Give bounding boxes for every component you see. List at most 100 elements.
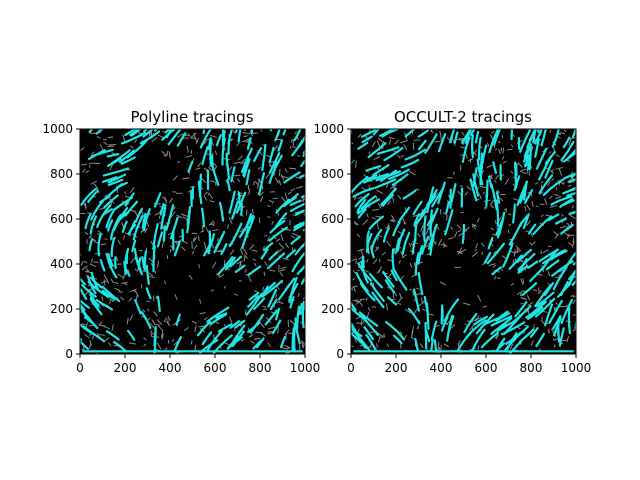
underlay-mark [372, 208, 380, 211]
tracing-polyline [202, 129, 206, 135]
underlay-mark [501, 268, 503, 272]
underlay-mark [439, 345, 442, 352]
underlay-mark [555, 166, 563, 170]
tracing-polyline [381, 193, 394, 207]
tracing-polyline [240, 147, 253, 174]
underlay-mark [215, 150, 217, 155]
underlay-mark [474, 249, 478, 252]
tracing-polyline [105, 253, 118, 279]
underlay-mark [186, 145, 189, 153]
underlay-mark [157, 325, 164, 332]
tracing-polyline [532, 130, 537, 144]
underlay-mark [128, 342, 137, 345]
underlay-mark [284, 345, 291, 348]
tracing-polyline [388, 168, 410, 180]
tracing-polyline [449, 129, 456, 144]
underlay-mark [566, 223, 570, 225]
underlay-mark [181, 246, 186, 251]
underlay-mark [174, 294, 178, 300]
tracing-polyline [167, 129, 182, 146]
underlay-mark [563, 231, 570, 237]
underlay-mark [520, 278, 524, 285]
underlay-mark [85, 170, 90, 173]
tracing-polyline [285, 249, 296, 259]
tracing-polyline [160, 209, 166, 230]
underlay-mark [386, 303, 388, 311]
underlay-mark [89, 236, 96, 241]
tracing-polyline [141, 212, 147, 230]
tracing-polyline [105, 330, 120, 341]
underlay-mark [439, 281, 446, 286]
underlay-mark [141, 269, 147, 272]
tracing-polyline [299, 174, 305, 179]
tracing-polyline [363, 326, 374, 341]
underlay-mark [572, 237, 575, 243]
underlay-mark [88, 234, 92, 239]
underlay-mark [216, 249, 222, 253]
tracing-polyline [235, 191, 247, 214]
underlay-mark [203, 241, 207, 249]
underlay-mark [273, 169, 276, 176]
tracing-polyline [300, 194, 305, 199]
underlay-mark [208, 167, 213, 172]
tracing-polyline [562, 136, 571, 149]
underlay-mark [267, 216, 271, 218]
underlay-mark [292, 214, 297, 217]
tracing-polyline [540, 129, 547, 147]
underlay-mark [419, 343, 424, 348]
tracing-polyline [300, 158, 305, 168]
tracing-polyline [156, 231, 164, 248]
underlay-mark [409, 288, 413, 291]
tracing-polyline [379, 169, 397, 182]
underlay-mark [479, 145, 483, 149]
underlay-mark [99, 334, 105, 336]
tracing-polyline [544, 159, 554, 179]
tracing-polyline [426, 196, 434, 209]
underlay-mark [527, 295, 531, 301]
underlay-mark [247, 274, 252, 282]
underlay-mark [91, 258, 93, 263]
tracing-polyline [215, 134, 222, 147]
tracing-polyline [293, 129, 302, 142]
underlay-mark [482, 305, 487, 308]
tracing-polyline [126, 139, 148, 159]
tracing-polyline [203, 244, 211, 257]
underlay-mark [284, 168, 288, 173]
tracing-polyline [210, 159, 220, 186]
underlay-mark [108, 342, 112, 347]
tracing-polyline [143, 250, 147, 271]
x-tick-label: 1000 [290, 361, 321, 375]
tracing-polyline [80, 340, 90, 351]
underlay-mark [477, 294, 482, 302]
underlay-mark [473, 152, 477, 156]
underlay-mark [86, 269, 90, 273]
tracing-polyline [101, 285, 121, 303]
tracing-polyline [302, 152, 305, 157]
tracing-polyline [529, 327, 539, 338]
tracing-polyline [554, 217, 567, 225]
tracing-polyline [152, 223, 159, 250]
underlay-mark [377, 236, 379, 241]
tracing-polyline [535, 147, 548, 170]
tracing-polyline [152, 245, 156, 273]
tracing-polyline [88, 129, 94, 133]
underlay-mark [80, 147, 85, 152]
underlay-mark [201, 178, 207, 184]
tracing-polyline [107, 178, 124, 187]
underlay-mark [81, 265, 88, 271]
tracing-polyline [159, 203, 165, 216]
tracing-polyline [538, 174, 554, 195]
tracing-polyline [392, 334, 403, 345]
tracing-polyline [248, 291, 260, 301]
underlay-mark [103, 141, 108, 145]
tracing-polyline [488, 175, 493, 189]
underlay-mark [375, 246, 380, 252]
underlay-mark [244, 309, 247, 315]
x-tick-label: 1000 [561, 361, 592, 375]
underlay-mark [237, 155, 243, 161]
tracing-polyline [106, 219, 114, 232]
tracing-polyline [558, 327, 565, 347]
underlay-mark [367, 307, 371, 312]
underlay-mark [530, 340, 534, 347]
underlay-mark [101, 280, 107, 284]
